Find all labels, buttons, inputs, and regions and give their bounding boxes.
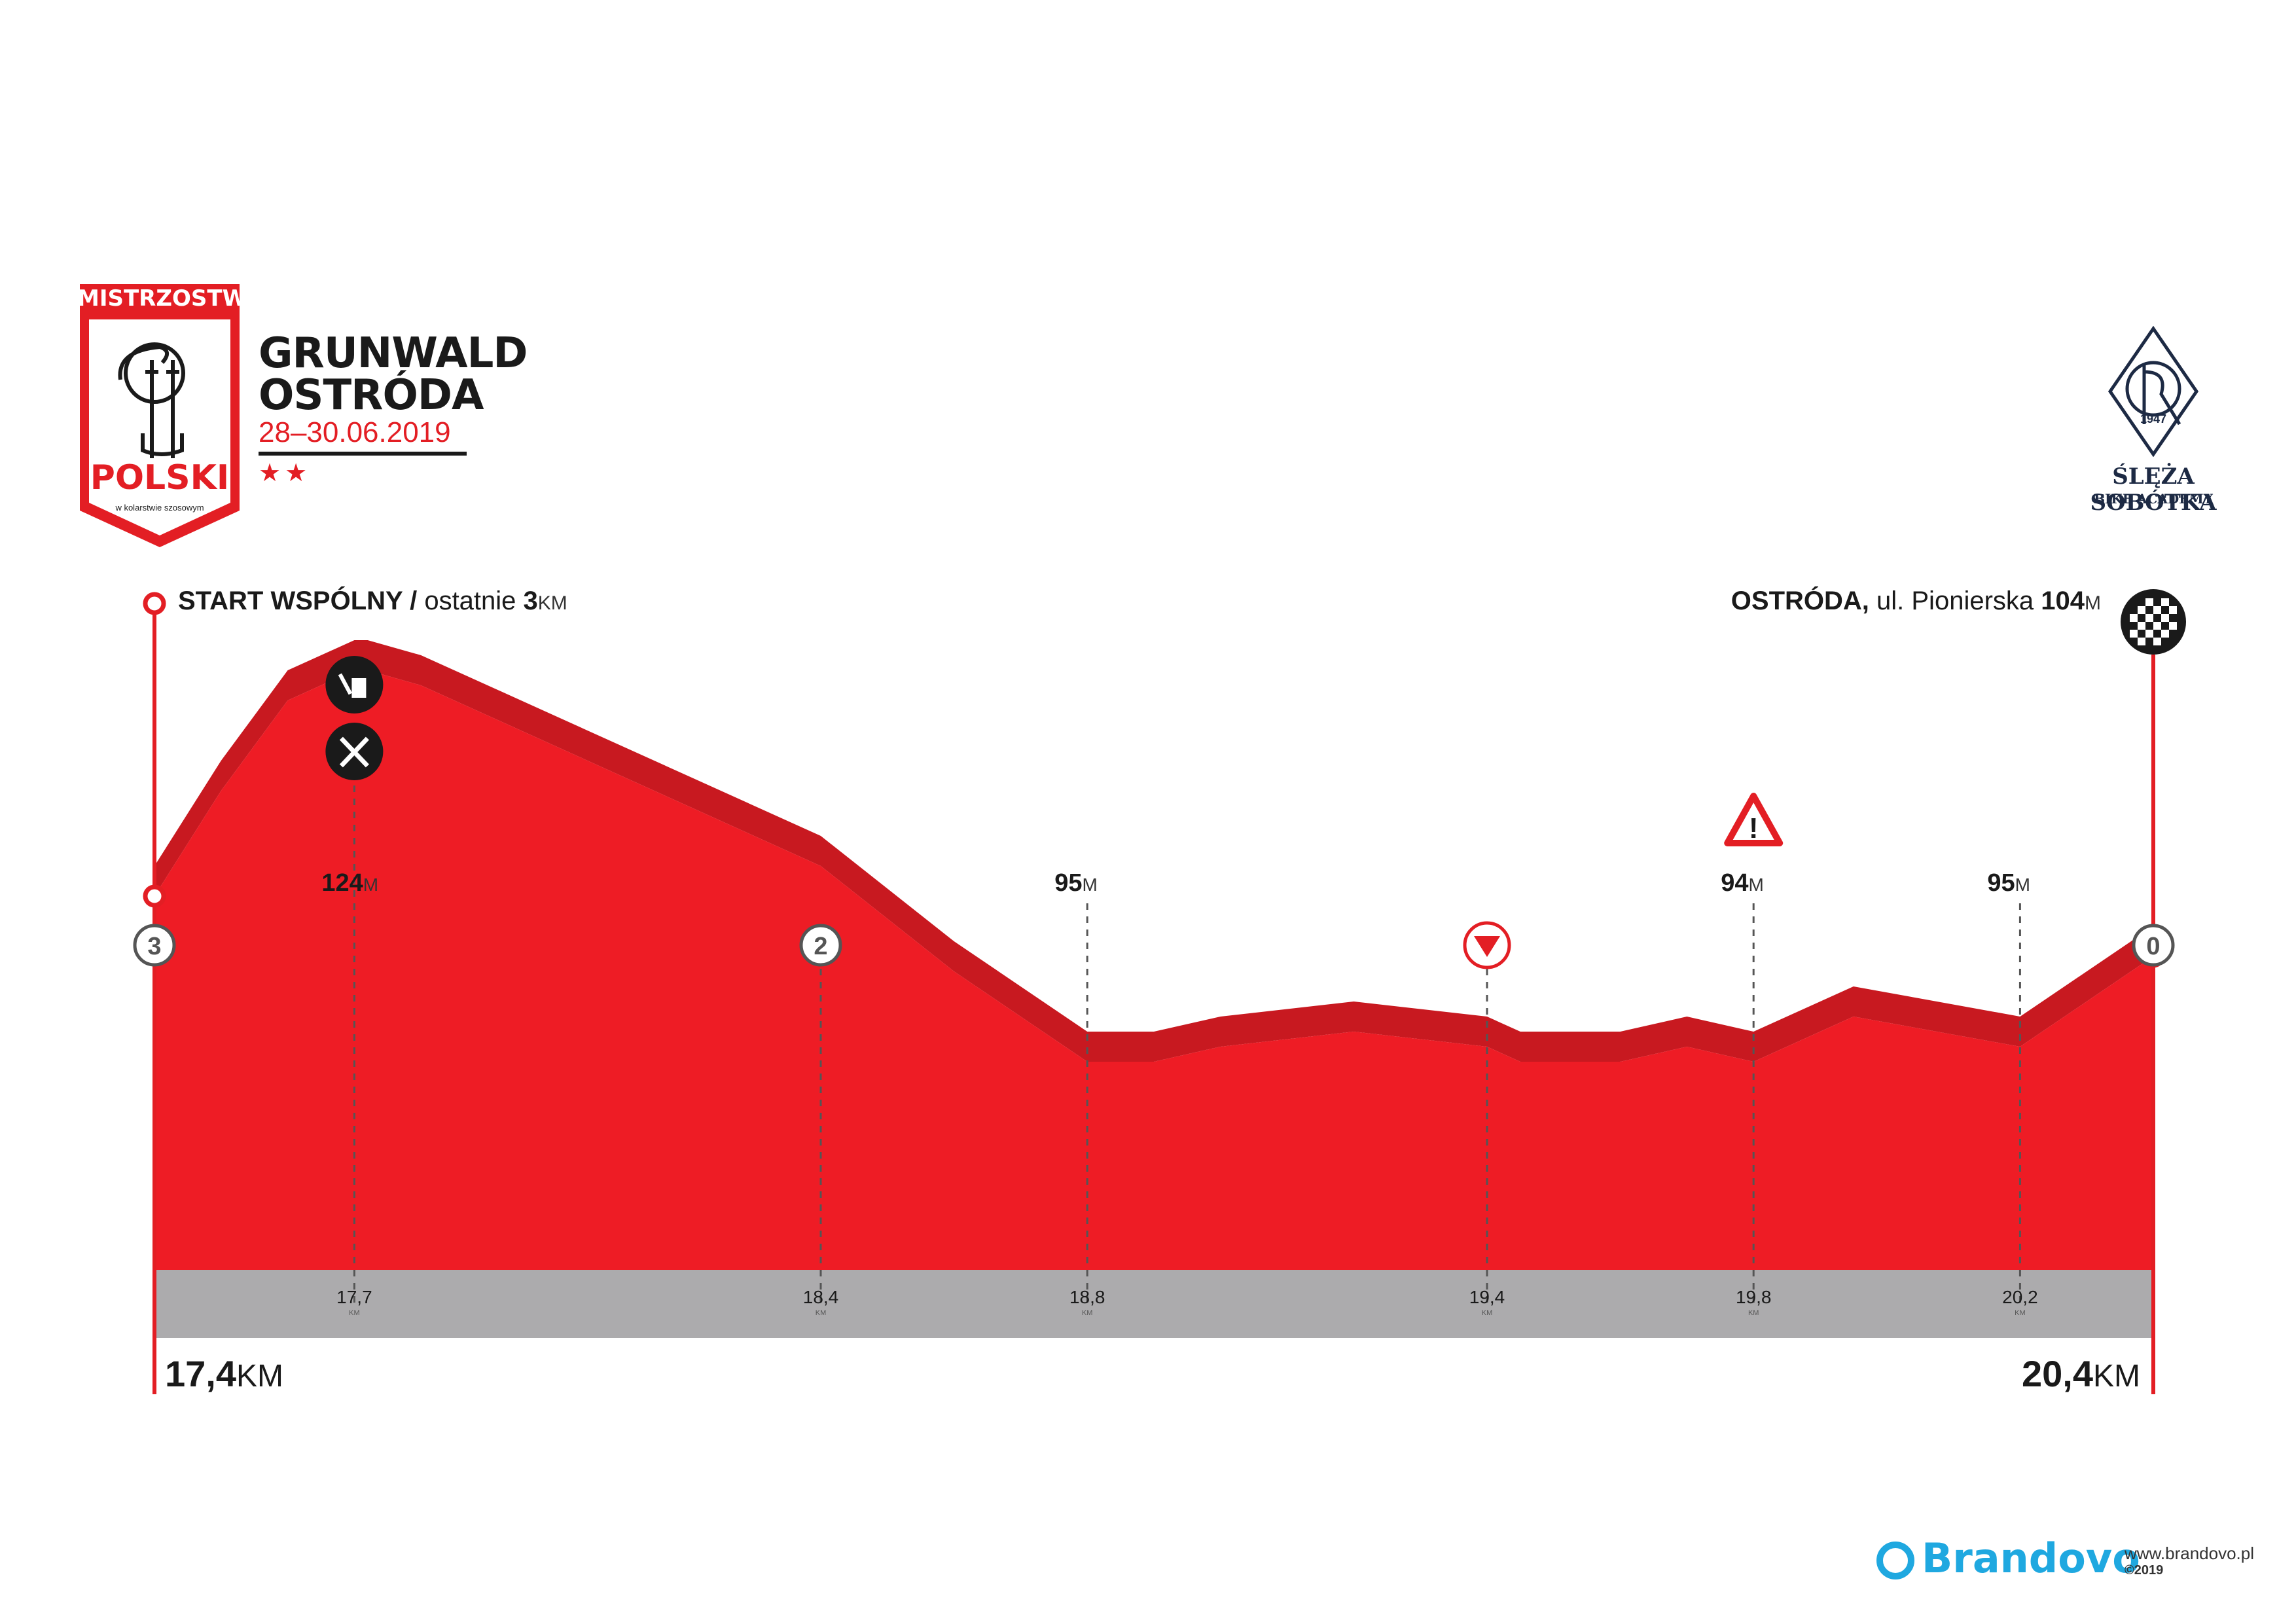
altitude-value: 124 — [321, 869, 363, 897]
knife-line — [339, 736, 369, 768]
altitude-value: 94 — [1721, 869, 1749, 897]
km-to-go-circle — [799, 924, 842, 967]
checker-square — [2161, 614, 2169, 622]
km-to-go-label: 2 — [814, 933, 827, 960]
club-diamond-logo-icon — [2108, 326, 2199, 457]
x-tick-unit: KM — [1481, 1309, 1493, 1317]
x-tick-unit: KM — [1748, 1309, 1759, 1317]
waste-bin-figure — [338, 673, 353, 695]
start-profile-dot — [143, 884, 166, 908]
event-title-line2: OSTRÓDA — [259, 371, 484, 420]
cyclist-swords-emblem-icon — [118, 342, 185, 458]
km-to-go-circle — [2132, 924, 2175, 967]
x-tick-label: 19,4 — [1469, 1287, 1505, 1307]
range-start-value: 17,4 — [165, 1353, 236, 1394]
range-start-km: 17,4KM — [165, 1352, 283, 1395]
checker-square — [2145, 630, 2153, 638]
finish-alt-value: 104 — [2041, 586, 2085, 615]
event-dates: 28–30.06.2019 — [259, 416, 451, 448]
range-end-value: 20,4 — [2022, 1353, 2093, 1394]
warning-triangle-icon — [1724, 793, 1784, 846]
altitude-value: 95 — [1054, 869, 1083, 897]
checker-square — [2153, 606, 2161, 614]
km-to-go-label: 3 — [147, 933, 161, 960]
checker-square — [2138, 638, 2145, 645]
brand-copyright: ©2019 — [2125, 1563, 2164, 1578]
finish-label: OSTRÓDA, ul. Pionierska 104M — [1731, 586, 2101, 616]
x-tick-label: 18,4 — [802, 1287, 839, 1307]
championship-badge — [80, 284, 240, 547]
club-sub: BIKE ACADEMY — [2094, 491, 2213, 507]
x-tick-label: 18,8 — [1069, 1287, 1105, 1307]
start-label-normal: ostatnie — [417, 586, 524, 615]
brandovo-logo-icon — [1876, 1542, 1914, 1579]
altitude-label: 94M — [1721, 869, 1764, 897]
event-title-line1: GRUNWALD — [259, 329, 528, 378]
waste-bin-body — [351, 678, 367, 698]
altitude-unit: M — [2015, 875, 2030, 895]
badge-sub-label: w kolarstwie szosowym — [115, 503, 204, 513]
x-tick-unit: KM — [2015, 1309, 2026, 1317]
altitude-unit: M — [1082, 875, 1098, 895]
checker-square — [2130, 614, 2138, 622]
start-km-value: 3 — [523, 586, 538, 615]
start-top-dot — [143, 592, 166, 615]
km-to-go-circle — [133, 924, 176, 967]
checker-square — [2153, 622, 2161, 630]
distance-band — [154, 1270, 2153, 1338]
checker-square — [2138, 622, 2145, 630]
finish-alt-unit: M — [2085, 592, 2101, 614]
x-tick-unit: KM — [349, 1309, 360, 1317]
finish-label-bold: OSTRÓDA, — [1731, 586, 1869, 615]
checker-square — [2130, 630, 2138, 638]
checker-square — [2169, 622, 2177, 630]
checker-square — [2161, 630, 2169, 638]
checker-square — [2145, 598, 2153, 606]
start-km-unit: KM — [537, 592, 567, 614]
range-end-unit: KM — [2093, 1359, 2140, 1394]
altitude-label: 95M — [1987, 869, 2030, 897]
checker-square — [2145, 614, 2153, 622]
x-tick-unit: KM — [1081, 1309, 1093, 1317]
brand-site: www.brandovo.pl — [2125, 1543, 2254, 1563]
altitude-label: 124M — [321, 869, 378, 897]
km-to-go-label: 0 — [2146, 933, 2160, 960]
x-tick-label: 17,7 — [336, 1287, 372, 1307]
club-year: 1947 — [2140, 412, 2167, 425]
altitude-unit: M — [1748, 875, 1764, 895]
range-start-unit: KM — [236, 1359, 283, 1394]
checker-square — [2161, 598, 2169, 606]
start-label: START WSPÓLNY / ostatnie 3KM — [178, 586, 567, 616]
brand-name: Brandovo — [1922, 1534, 2140, 1582]
checker-square — [2138, 606, 2145, 614]
altitude-unit: M — [363, 875, 379, 895]
start-label-bold: START WSPÓLNY / — [178, 586, 418, 615]
title-underline — [259, 452, 467, 456]
profile-top-edge — [154, 640, 2153, 1062]
club-name: ŚLĘŻA SOBÓTKA — [2090, 463, 2217, 516]
finish-label-normal: ul. Pionierska — [1869, 586, 2041, 615]
down-arrow-icon — [1474, 936, 1500, 957]
event-stars: ★★ — [259, 460, 312, 487]
x-tick-unit: KM — [815, 1309, 827, 1317]
badge-top-label: MISTRZOSTWA — [77, 285, 263, 312]
altitude-value: 95 — [1987, 869, 2015, 897]
checker-square — [2169, 606, 2177, 614]
warning-exclamation: ! — [1749, 812, 1759, 844]
profile-area — [154, 670, 2153, 1270]
altitude-label: 95M — [1054, 869, 1098, 897]
x-tick-label: 19,8 — [1735, 1287, 1772, 1307]
x-tick-label: 20,2 — [2002, 1287, 2038, 1307]
checker-square — [2153, 638, 2161, 645]
badge-main-label: POLSKI — [90, 458, 230, 497]
range-end-km: 20,4KM — [2022, 1352, 2140, 1395]
